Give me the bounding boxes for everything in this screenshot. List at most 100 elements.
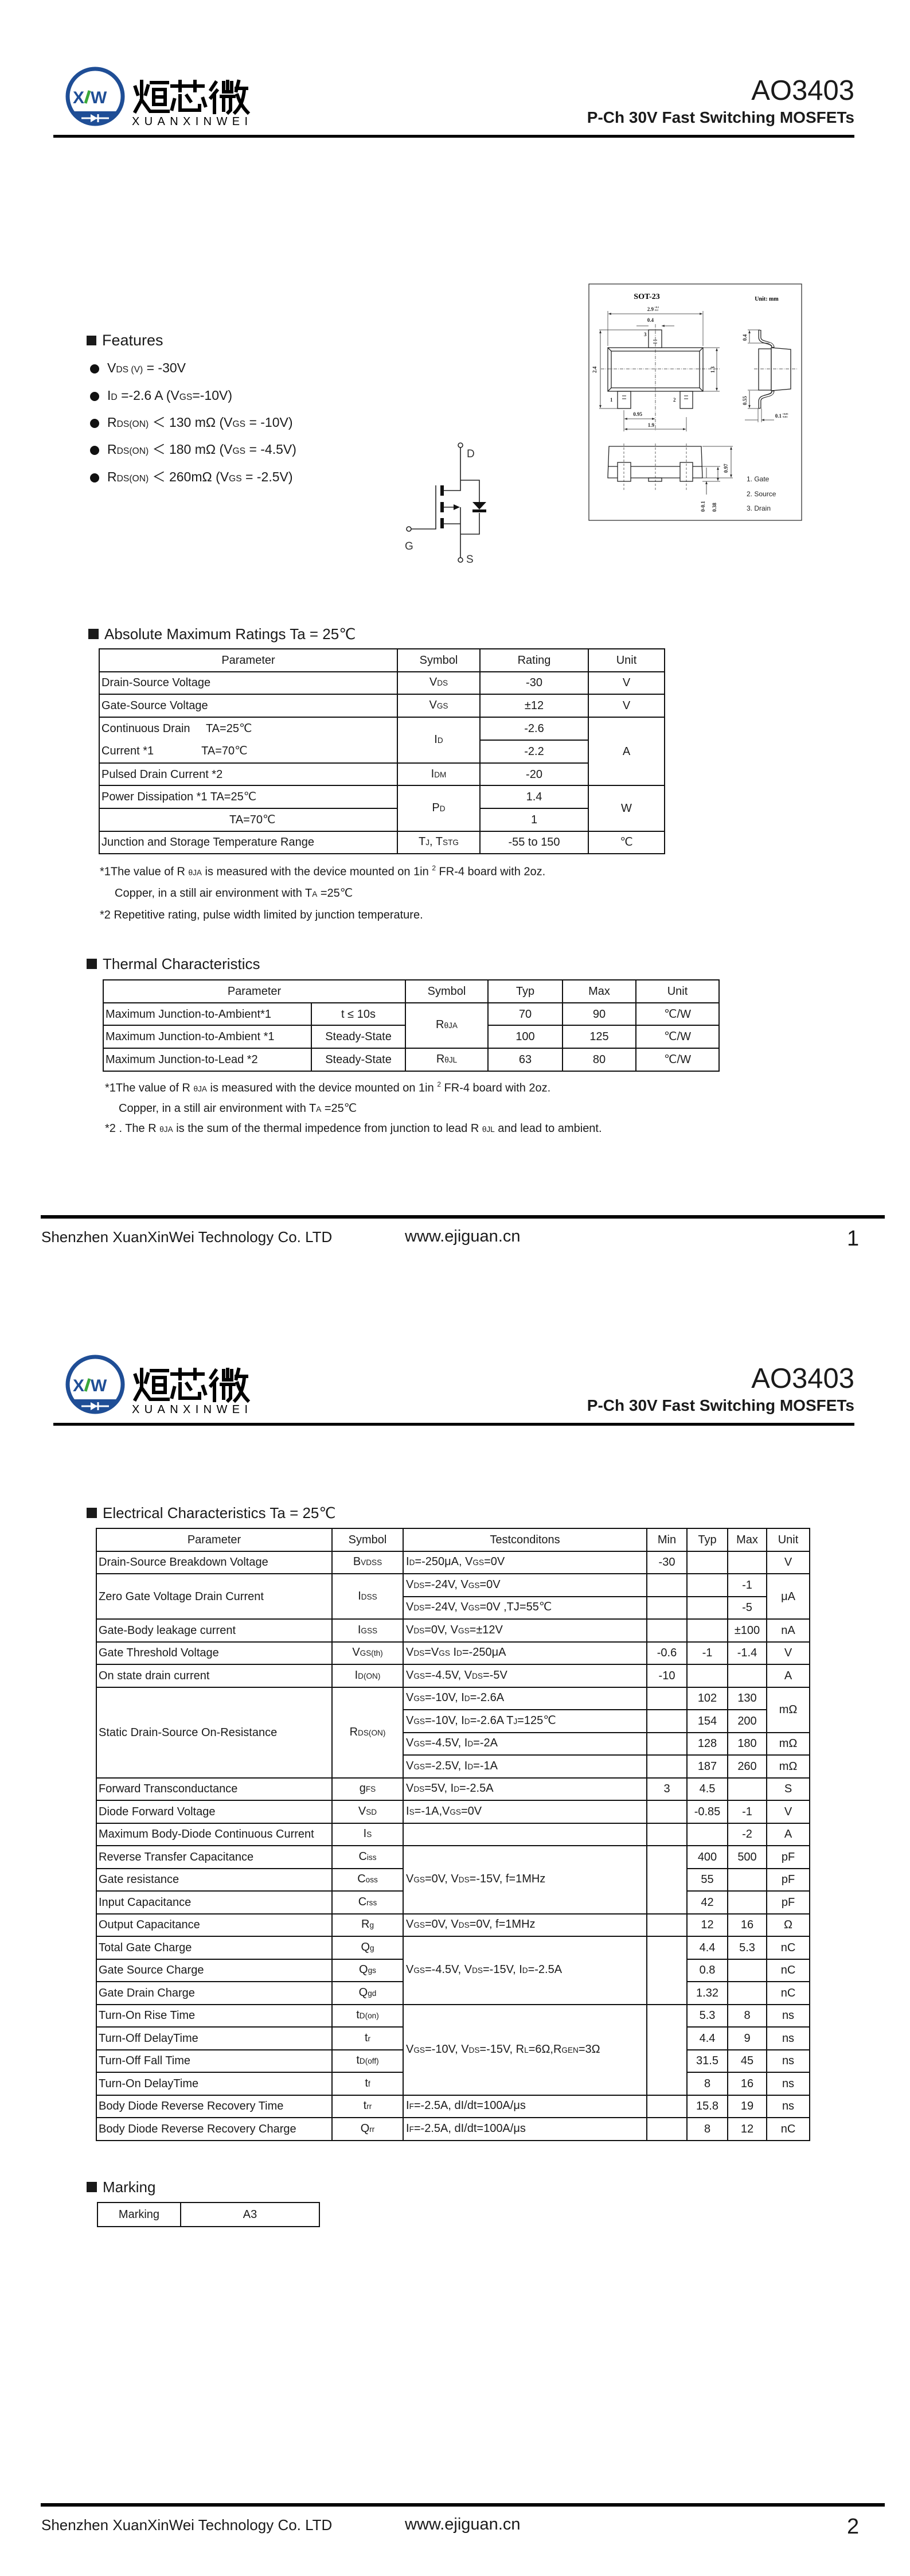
cell-typ: 70 [487,1002,563,1026]
cell-s: PD [397,785,481,832]
drain-label: D [467,448,475,460]
cell-min [646,1731,688,1756]
cell-min: -30 [646,1550,688,1574]
package-unit: Unit: mm [755,296,779,302]
text-segment: V [406,1759,414,1772]
cell-u: ns [766,2003,810,2028]
text-segment: =3Ω [578,2042,600,2056]
text-segment: t [365,2076,368,2089]
cell-r: ±12 [479,694,589,718]
cell-max: 130 [727,1686,767,1710]
text-segment: g [359,1782,366,1795]
subscript: GS [468,1604,480,1613]
subscript: D [467,1762,474,1771]
table-row: Pulsed Drain Current *2 IDM -20 [99,762,665,787]
thermal-note-1: *1The value of R θJA is measured with th… [105,1077,550,1096]
footer-url[interactable]: www.ejiguan.cn [405,2515,521,2534]
cell-typ: 154 [686,1709,728,1733]
text-segment: I [406,1804,409,1818]
text-segment: =0V [479,1578,501,1591]
subscript: L [524,2045,529,2054]
table-row: Output Capacitance Rg VGS=0V, VDS=0V, f=1M… [96,1913,810,1937]
cell-typ: 8 [686,2072,728,2096]
body-diode-icon [472,502,486,509]
table-row: Turn-Off DelayTime tr 4.4 9 ns [96,2026,810,2050]
cell-typ: 4.5 [686,1777,728,1801]
subscript: GS(th) [360,1649,383,1658]
cell-p: Gate Source Charge [96,1958,333,1982]
subscript: F [409,2124,414,2134]
cell-typ: 31.5 [686,2049,728,2073]
cell-c: IF=-2.5A, dI/dt=100A/μs [403,2094,647,2118]
subscript: DS [413,1785,425,1794]
text-segment: t [356,2009,360,2022]
feature-text: RDS(ON) ＜ 260mΩ (VGS = -2.5V) [107,469,293,487]
cell-p: Input Capacitance [96,1890,333,1915]
cell-p: Total Gate Charge [96,1936,333,1960]
subscript: D [464,1717,470,1726]
cell-max: 5.3 [727,1936,767,1960]
subscript: GS [232,419,246,429]
note-sup: 2 [432,864,436,872]
dim-tolerance: -0.1 [654,309,659,312]
pin-label: 1 [610,397,613,403]
text-segment: =-1A [473,1759,498,1772]
cell-p: On state drain current [96,1664,333,1688]
cell-typ: 128 [686,1731,728,1756]
subscript: GSS [361,1626,378,1635]
table-row: Reverse Transfer Capacitance Ciss VGS=0V, … [96,1845,810,1915]
section-square-icon [87,335,96,345]
subscript: gd [368,1989,377,1998]
cell-c: VDS=VGS ID=-250μA [403,1641,647,1665]
subscript: f [368,2079,370,2088]
cell-u: nC [766,1958,810,1982]
cell-s: IS [331,1822,404,1846]
chinese-wordmark [132,1367,251,1403]
cell-s: IDSS [331,1573,404,1620]
cell-p: Gate-Body leakage current [96,1618,333,1643]
cell-p: Turn-Off Fall Time [96,2049,333,2073]
cell-typ: 1.32 [686,1981,728,2005]
subscript: DM [434,770,447,779]
cell-typ: 8 [686,2117,728,2141]
gate-label: G [405,540,413,552]
text-segment: =-250μA, V [415,1555,473,1569]
feature-text: ID =-2.6 A (VGS=-10V) [107,387,232,406]
subscript: DS (V) [116,365,143,375]
text-segment: C [357,1873,366,1886]
cell-max: 80 [562,1048,636,1072]
source-label: S [466,554,474,566]
subscript: GS [450,1807,461,1816]
dim-label: 0.97 [723,464,729,473]
text-segment: V [107,360,116,375]
text-segment: V [358,1804,366,1818]
subscript: DS [413,1581,425,1590]
cell-p: Maximum Junction-to-Lead *2 [103,1048,312,1072]
cell-s: VGS(th) [331,1641,404,1665]
subscript: θJL [444,1055,458,1064]
cell-u: S [766,1777,810,1801]
text-segment: V [429,698,437,711]
subscript: GS [413,1694,425,1703]
cell-u: ℃/W [635,1048,720,1072]
cell-min [646,1754,688,1779]
subscript: rss [366,1898,377,1907]
pin-legend-drain: 3. Drain [747,504,771,512]
features-heading: Features [87,331,163,349]
text-segment: C [358,1850,367,1863]
front-view [607,443,733,495]
abs-note-1-cont: Copper, in a still air environment with … [115,886,353,901]
dim-tolerance: +0.05 [782,413,788,415]
svg-text:W: W [91,88,107,107]
text-segment: V [429,676,438,689]
col-header: Symbol [397,648,481,672]
table-row: VDS=-24V, VGS=0V ,TJ=55℃ -5 [96,1596,810,1620]
text-segment: T [419,835,426,849]
cell-max [727,1958,767,1982]
electrical-table: Parameter Symbol Testconditons Min Typ M… [96,1528,810,2141]
thermal-note-1-cont: Copper, in a still air environment with … [119,1102,357,1116]
cell-max: 9 [727,2026,767,2050]
footer-url[interactable]: www.ejiguan.cn [405,1227,521,1246]
dim-label: 1.3 [710,366,716,373]
text-segment: =-2.5A, dI/dt=100A/μs [413,2099,526,2112]
